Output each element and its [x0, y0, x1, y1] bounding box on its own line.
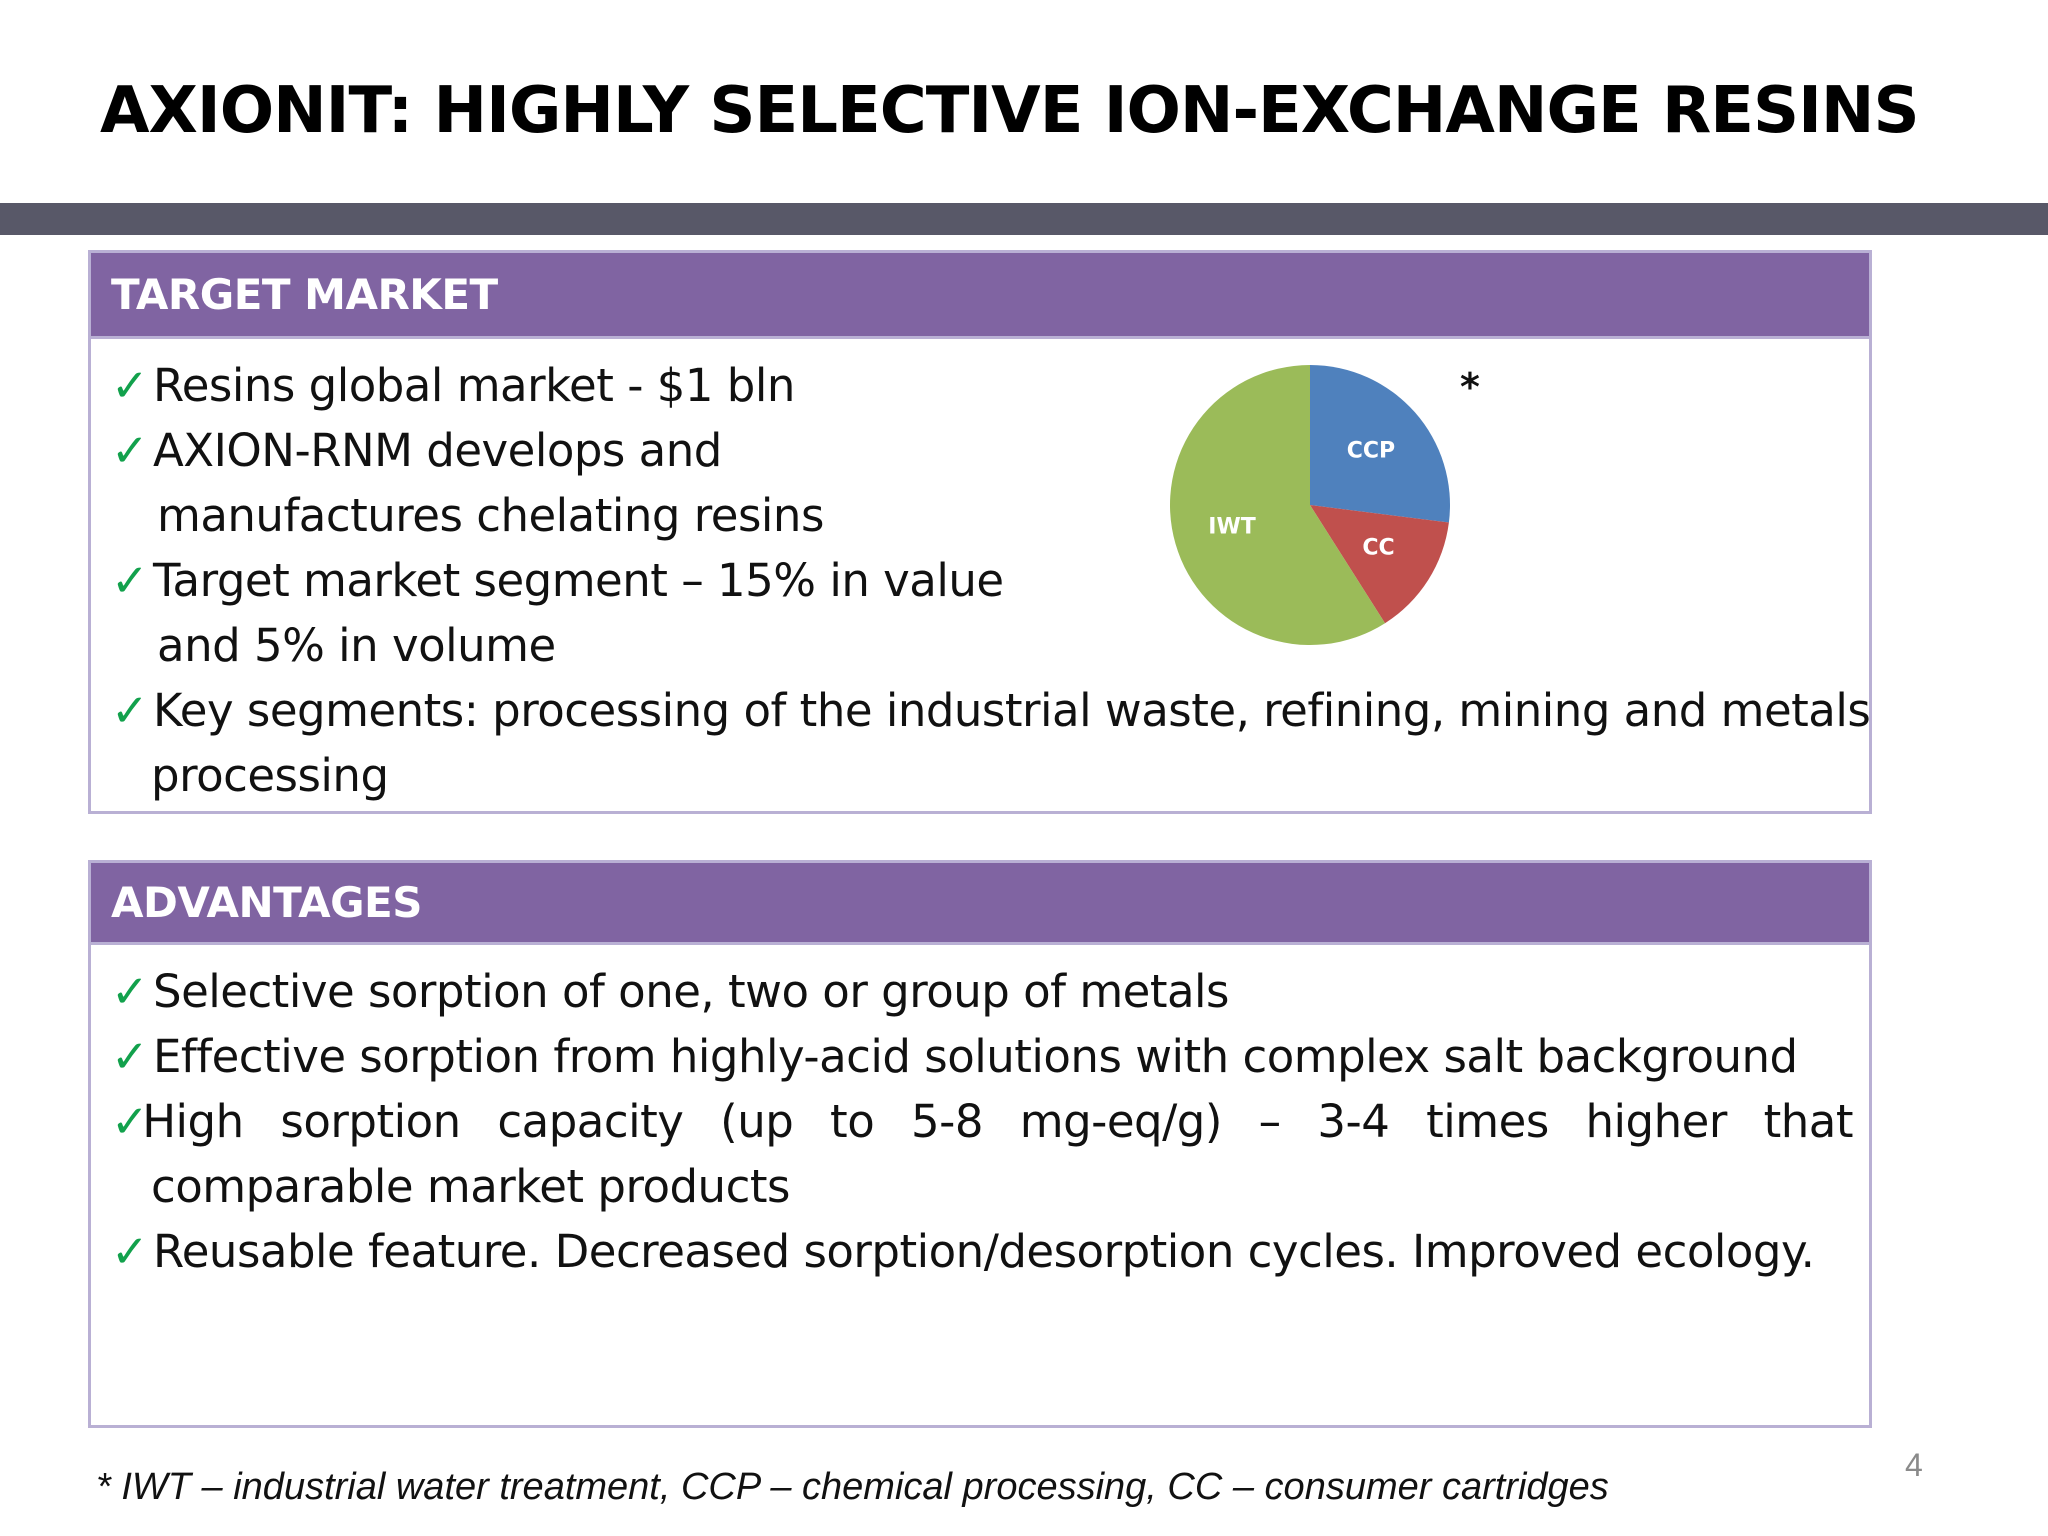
bullet-item-justified: ✓High sorption capacity (up to 5-8 mg-eq/g) –3…	[111, 1089, 1853, 1154]
advantages-bullets: ✓ Selective sorption of one, two or group…	[111, 959, 1853, 1284]
footnote-marker: *	[1460, 365, 1480, 409]
bullet-text: Target market segment – 15% in value	[153, 554, 1004, 607]
bullet-continuation: comparable market products	[151, 1160, 790, 1213]
justified-word: mg-eq/g)	[1019, 1095, 1223, 1148]
bullet-item: ✓ Key segments: processing of the industr…	[111, 678, 1871, 743]
checkmark-icon: ✓	[111, 359, 149, 412]
target-market-panel: TARGET MARKET ✓ Resins global market - $1…	[88, 250, 1872, 814]
justified-word: (up	[720, 1095, 794, 1148]
justified-word: 3-4	[1317, 1095, 1390, 1148]
checkmark-icon: ✓	[111, 1095, 149, 1148]
market-segment-pie-chart: CCP CC IWT	[1150, 350, 1470, 660]
bullet-text: Resins global market - $1 bln	[153, 359, 795, 412]
justified-word: capacity	[497, 1095, 684, 1148]
justified-word: sorption	[280, 1095, 461, 1148]
checkmark-icon: ✓	[111, 554, 149, 607]
bullet-continuation: manufactures chelating resins	[157, 489, 824, 542]
bullet-item: ✓ AXION-RNM develops and	[111, 418, 1853, 483]
pie-label-ccp: CCP	[1347, 438, 1395, 463]
bullet-text: AXION-RNM develops and	[153, 424, 722, 477]
pie-label-iwt: IWT	[1208, 515, 1255, 540]
advantages-heading: ADVANTAGES	[91, 863, 1869, 945]
pie-slice-cc	[1310, 505, 1449, 624]
pie-slice-iwt	[1170, 365, 1386, 645]
justified-word: to	[830, 1095, 875, 1148]
bullet-text: Key segments: processing of the industri…	[153, 684, 1871, 737]
bullet-item: ✓ Resins global market - $1 bln	[111, 353, 1853, 418]
bullet-lead: ✓High	[111, 1089, 244, 1154]
footnote: * IWT – industrial water treatment, CCP …	[96, 1466, 1609, 1508]
bullet-text: Selective sorption of one, two or group …	[153, 965, 1230, 1018]
bullet-text: Reusable feature. Decreased sorption/des…	[153, 1225, 1815, 1278]
advantages-panel: ADVANTAGES ✓ Selective sorption of one, t…	[88, 860, 1872, 1428]
checkmark-icon: ✓	[111, 965, 149, 1018]
bullet-continuation: processing	[151, 749, 389, 802]
pie-slice-ccp	[1310, 365, 1450, 523]
justified-word: –	[1258, 1095, 1282, 1148]
pie-chart-svg: CCP CC IWT	[1170, 365, 1450, 645]
justified-word: times	[1426, 1095, 1549, 1148]
target-market-heading: TARGET MARKET	[91, 253, 1869, 339]
slide-title: AXIONIT: HIGHLY SELECTIVE ION-EXCHANGE R…	[100, 74, 1920, 148]
checkmark-icon: ✓	[111, 1225, 149, 1278]
checkmark-icon: ✓	[111, 1030, 149, 1083]
justified-word: that	[1763, 1095, 1854, 1148]
checkmark-icon: ✓	[111, 424, 149, 477]
justified-word: 5-8	[910, 1095, 984, 1148]
title-divider-bar	[0, 203, 2048, 235]
bullet-item: ✓ Reusable feature. Decreased sorption/de…	[111, 1219, 1853, 1284]
bullet-item: ✓ Effective sorption from highly-acid sol…	[111, 1024, 1853, 1089]
target-market-bullets: ✓ Resins global market - $1 bln ✓ AXION-RN…	[111, 353, 1871, 808]
checkmark-icon: ✓	[111, 684, 149, 737]
bullet-text: Effective sorption from highly-acid solu…	[153, 1030, 1798, 1083]
justified-word: higher	[1585, 1095, 1728, 1148]
bullet-continuation: and 5% in volume	[157, 619, 556, 672]
pie-label-cc: CC	[1362, 536, 1394, 561]
page-number: 4	[1905, 1447, 1923, 1483]
bullet-item: ✓ Selective sorption of one, two or group…	[111, 959, 1853, 1024]
bullet-item: ✓ Target market segment – 15% in value	[111, 548, 1853, 613]
justified-word: High	[142, 1095, 244, 1148]
